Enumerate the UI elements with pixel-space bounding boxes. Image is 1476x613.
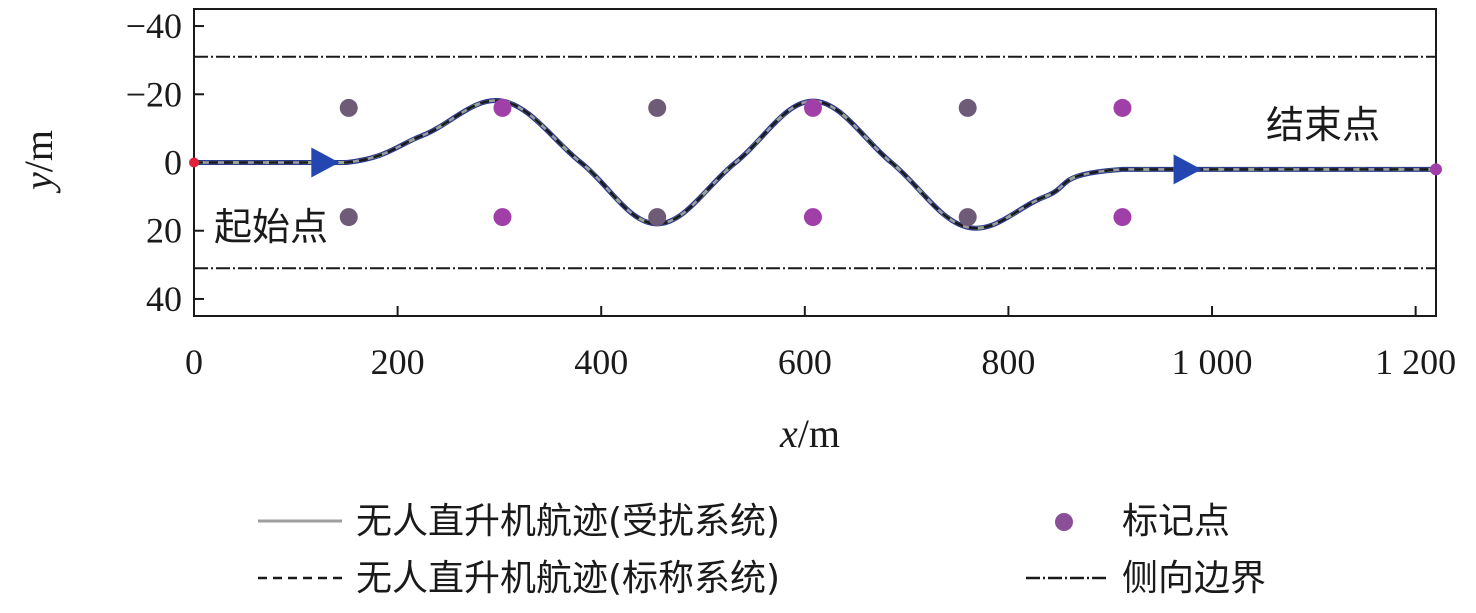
y-axis-unit: /m <box>16 130 61 172</box>
legend-label-nominal: 无人直升机航迹(标称系统) <box>356 558 780 599</box>
legend-label-disturbed: 无人直升机航迹(受扰系统) <box>356 501 780 542</box>
marker-points <box>339 98 1132 227</box>
y-tick-label: 0 <box>164 143 182 183</box>
start-label: 起始点 <box>214 205 328 249</box>
x-axis: 0 200 400 600 800 1 000 1 200 <box>185 306 1456 382</box>
end-label: 结束点 <box>1266 103 1380 147</box>
marker-point <box>648 98 667 117</box>
y-tick-label: 40 <box>146 279 182 319</box>
marker-point <box>493 208 512 227</box>
x-axis-var: x <box>779 411 798 456</box>
legend-label-boundary: 侧向边界 <box>1122 558 1266 599</box>
x-tick-label: 0 <box>185 342 203 382</box>
legend-label-marker: 标记点 <box>1122 501 1230 542</box>
direction-arrow <box>311 147 340 178</box>
marker-point <box>1113 98 1132 117</box>
direction-arrows <box>311 147 1202 185</box>
tracks <box>194 98 1436 231</box>
marker-point <box>493 98 512 117</box>
x-axis-title: x/m <box>779 411 840 456</box>
x-axis-unit: /m <box>798 411 840 456</box>
x-tick-label: 600 <box>778 342 832 382</box>
endpoints <box>189 157 1442 176</box>
start-point <box>189 157 199 168</box>
y-axis-var: y <box>16 172 61 194</box>
legend: 无人直升机航迹(受扰系统) 无人直升机航迹(标称系统) 标记点 侧向边界 <box>258 501 1266 599</box>
marker-point <box>958 98 977 117</box>
end-point <box>1430 163 1442 176</box>
x-tick-label: 400 <box>574 342 628 382</box>
plot-frame <box>193 8 1437 317</box>
x-tick-label: 800 <box>981 342 1035 382</box>
x-tick-label: 1 200 <box>1375 342 1456 382</box>
x-tick-label: 1 000 <box>1172 342 1253 382</box>
x-tick-label: 200 <box>371 342 425 382</box>
marker-point <box>803 98 822 117</box>
y-axis: −40 −20 0 20 40 <box>126 6 204 319</box>
marker-point <box>803 208 822 227</box>
marker-point <box>958 208 977 227</box>
track-nominal-line <box>194 99 1436 230</box>
marker-point <box>339 98 358 117</box>
legend-swatch-marker <box>1055 513 1073 531</box>
direction-arrow <box>1173 154 1202 185</box>
y-tick-label: −40 <box>126 6 182 46</box>
marker-point <box>1113 208 1132 227</box>
marker-point <box>648 208 667 227</box>
y-tick-label: 20 <box>146 211 182 251</box>
y-axis-title: y/m <box>16 130 61 194</box>
lateral-boundaries <box>194 55 1436 270</box>
marker-point <box>339 208 358 227</box>
y-tick-label: −20 <box>126 74 182 114</box>
